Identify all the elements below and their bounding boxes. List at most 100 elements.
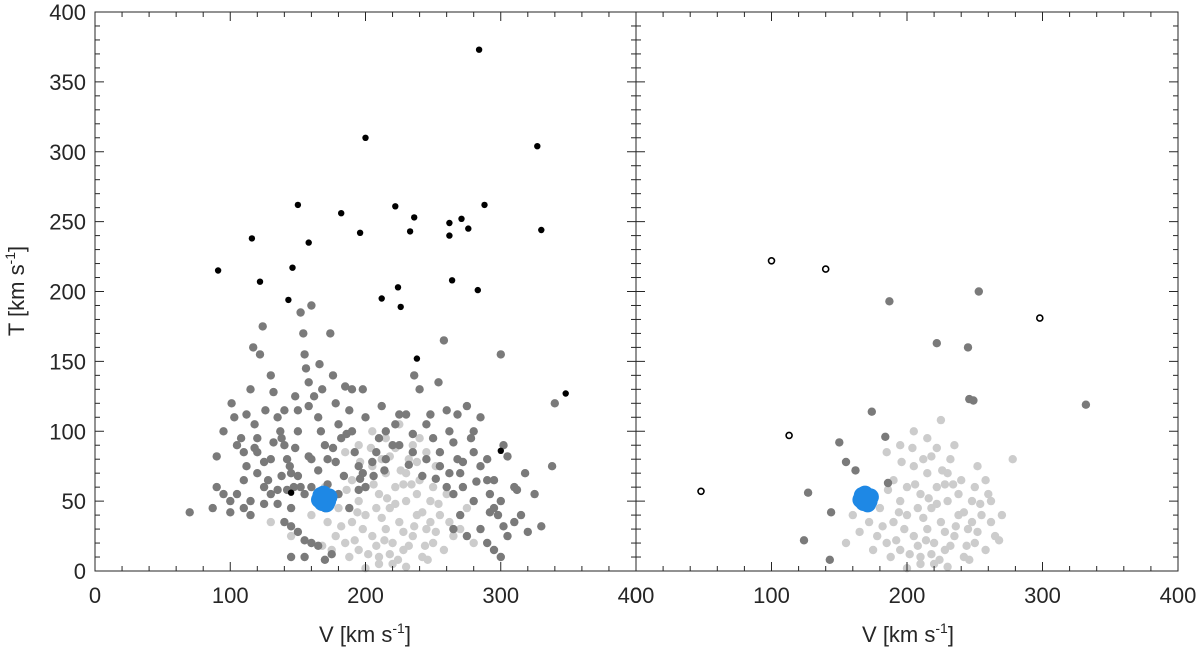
darkgray-point <box>485 508 495 517</box>
lightgray-point <box>374 559 384 569</box>
darkgray-point <box>300 536 309 545</box>
darkgray-point <box>328 443 338 453</box>
darkgray-point <box>431 474 440 483</box>
lightgray-point <box>909 462 918 471</box>
black-point <box>534 143 541 150</box>
lightgray-point <box>894 508 904 517</box>
darkgray-point <box>354 485 363 495</box>
lightgray-point <box>936 415 946 425</box>
lightgray-point <box>981 476 990 485</box>
black-point <box>294 201 302 209</box>
darkgray-point <box>315 360 324 369</box>
darkgray-point <box>286 469 296 478</box>
lightgray-point <box>368 531 377 541</box>
lightgray-point <box>970 538 979 548</box>
darkgray-point <box>445 427 454 436</box>
darkgray-point <box>462 531 472 541</box>
darkgray-point <box>493 510 503 520</box>
lightgray-point <box>422 524 431 534</box>
darkgray-point <box>269 387 278 397</box>
darkgray-point <box>530 489 539 499</box>
lightgray-point <box>410 522 419 531</box>
lightgray-point <box>266 517 275 527</box>
darkgray-point <box>250 420 259 429</box>
darkgray-point <box>239 476 248 485</box>
lightgray-point <box>878 522 887 531</box>
lightgray-point <box>382 494 392 503</box>
darkgray-point <box>219 489 228 499</box>
darkgray-point <box>345 503 354 513</box>
black-point <box>287 489 295 496</box>
lightgray-point <box>986 517 996 527</box>
darkgray-point <box>469 496 478 506</box>
lightgray-point <box>889 517 898 527</box>
lightgray-point <box>924 494 933 503</box>
darkgray-point <box>476 413 485 422</box>
lightgray-point <box>841 538 851 548</box>
lightgray-point <box>407 480 416 489</box>
darkgray-point <box>239 448 248 457</box>
darkgray-point <box>300 552 309 562</box>
darkgray-point <box>286 552 296 562</box>
y-tick-label: 0 <box>74 559 86 584</box>
lightgray-point <box>431 527 440 537</box>
darkgray-point <box>381 455 390 464</box>
darkgray-point <box>476 462 485 471</box>
darkgray-point <box>293 471 303 481</box>
black-point <box>475 46 483 53</box>
lightgray-point <box>347 476 357 485</box>
lightgray-point <box>932 443 941 453</box>
y-tick-label: 250 <box>49 210 86 235</box>
lightgray-point <box>950 531 959 541</box>
lightgray-point <box>420 541 430 550</box>
ring-point <box>767 256 776 265</box>
black-point <box>397 303 404 311</box>
darkgray-point <box>293 427 303 436</box>
darkgray-point <box>277 434 286 443</box>
black-point <box>406 228 414 235</box>
lightgray-point <box>354 441 363 450</box>
darkgray-point <box>320 441 330 450</box>
darkgray-point <box>280 517 289 527</box>
lightgray-point <box>354 545 363 555</box>
darkgray-point <box>296 482 305 492</box>
lightgray-point <box>986 496 996 506</box>
lightgray-point <box>919 513 928 523</box>
lightgray-point <box>469 538 478 548</box>
darkgray-point <box>415 385 424 394</box>
black-point <box>356 229 364 236</box>
darkgray-point <box>232 441 242 450</box>
lightgray-point <box>963 524 973 534</box>
lightgray-point <box>401 562 411 571</box>
darkgray-point <box>350 448 359 457</box>
x-tick-label: 400 <box>1160 583 1197 608</box>
darkgray-point <box>523 527 532 537</box>
darkgray-point <box>516 510 526 520</box>
lightgray-point <box>943 562 952 571</box>
darkgray-point <box>932 339 941 348</box>
darkgray-point <box>1081 400 1091 409</box>
y-tick-label: 50 <box>62 489 86 514</box>
black-point <box>362 134 369 141</box>
lightgray-point <box>923 469 932 478</box>
ring-point <box>1036 314 1044 322</box>
darkgray-point <box>380 466 389 475</box>
darkgray-point <box>489 545 499 555</box>
lightgray-point <box>385 550 394 559</box>
darkgray-point <box>277 471 286 481</box>
darkgray-point <box>309 392 319 401</box>
darkgray-point <box>472 477 481 486</box>
x-tick-label: 100 <box>212 583 249 608</box>
lightgray-point <box>938 466 947 475</box>
darkgray-point <box>483 455 492 464</box>
darkgray-point <box>307 301 316 310</box>
darkgray-point <box>520 469 530 478</box>
darkgray-point <box>273 499 282 509</box>
black-point <box>256 278 264 285</box>
darkgray-point <box>841 457 851 467</box>
lightgray-point <box>381 434 390 443</box>
darkgray-point <box>242 410 251 419</box>
darkgray-point <box>496 496 505 506</box>
lightgray-point <box>341 538 350 548</box>
lightgray-point <box>323 517 332 527</box>
